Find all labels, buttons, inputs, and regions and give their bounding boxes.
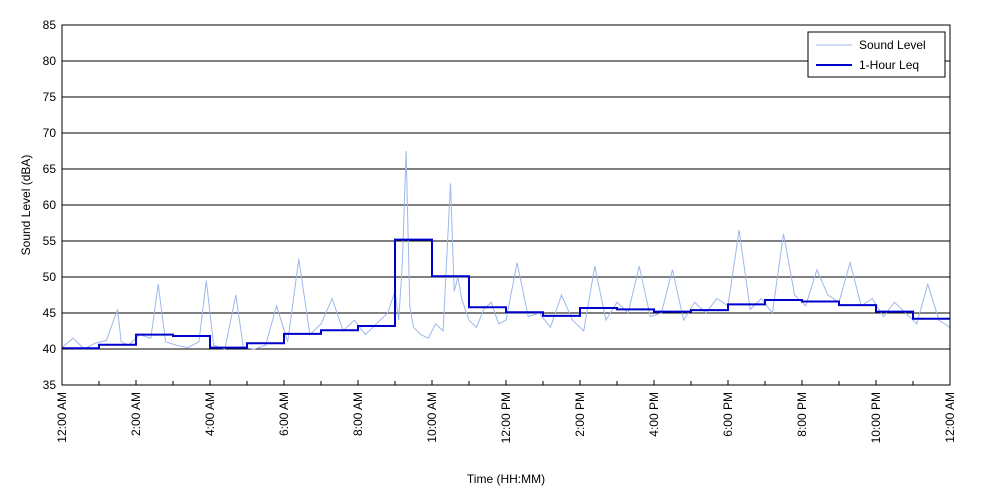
x-tick-label: 6:00 PM (721, 392, 735, 437)
x-axis: 12:00 AM 2:00 AM 4:00 AM 6:00 AM 8:00 AM 10:0… (55, 380, 957, 443)
legend: Sound Level 1-Hour Leq (807, 31, 946, 78)
y-tick-label: 55 (43, 234, 57, 248)
x-tick-label: 8:00 PM (795, 392, 809, 437)
y-tick-label: 70 (43, 126, 57, 140)
series-layer (61, 150, 951, 350)
y-axis-label: Sound Level (dBA) (19, 155, 33, 256)
legend-box (807, 31, 946, 78)
x-tick-label: 12:00 PM (499, 392, 513, 443)
x-tick-label: 6:00 AM (277, 392, 291, 436)
x-tick-label: 4:00 PM (647, 392, 661, 437)
x-tick-label: 10:00 PM (869, 392, 883, 443)
x-tick-label: 2:00 PM (573, 392, 587, 437)
y-tick-label: 65 (43, 162, 57, 176)
y-tick-label: 75 (43, 90, 57, 104)
x-tick-label: 12:00 AM (55, 392, 69, 443)
y-tick-label: 60 (43, 198, 57, 212)
y-axis: 35 40 45 50 55 60 65 70 75 80 85 (43, 18, 67, 392)
x-tick-label: 2:00 AM (129, 392, 143, 436)
y-tick-label: 45 (43, 306, 57, 320)
series-sound-level (61, 150, 951, 350)
x-tick-label: 4:00 AM (203, 392, 217, 436)
x-tick-label: 12:00 AM (943, 392, 957, 443)
x-tick-label: 8:00 AM (351, 392, 365, 436)
x-tick-label: 10:00 AM (425, 392, 439, 443)
x-axis-label: Time (HH:MM) (467, 472, 545, 486)
y-tick-label: 80 (43, 54, 57, 68)
y-tick-label: 40 (43, 342, 57, 356)
grid-lines (62, 60, 950, 350)
y-tick-label: 50 (43, 270, 57, 284)
y-tick-label: 85 (43, 18, 57, 32)
legend-label-leq: 1-Hour Leq (859, 58, 919, 72)
series-1-hour-leq (62, 238, 950, 350)
legend-label-sound-level: Sound Level (859, 38, 926, 52)
y-tick-label: 35 (43, 378, 57, 392)
